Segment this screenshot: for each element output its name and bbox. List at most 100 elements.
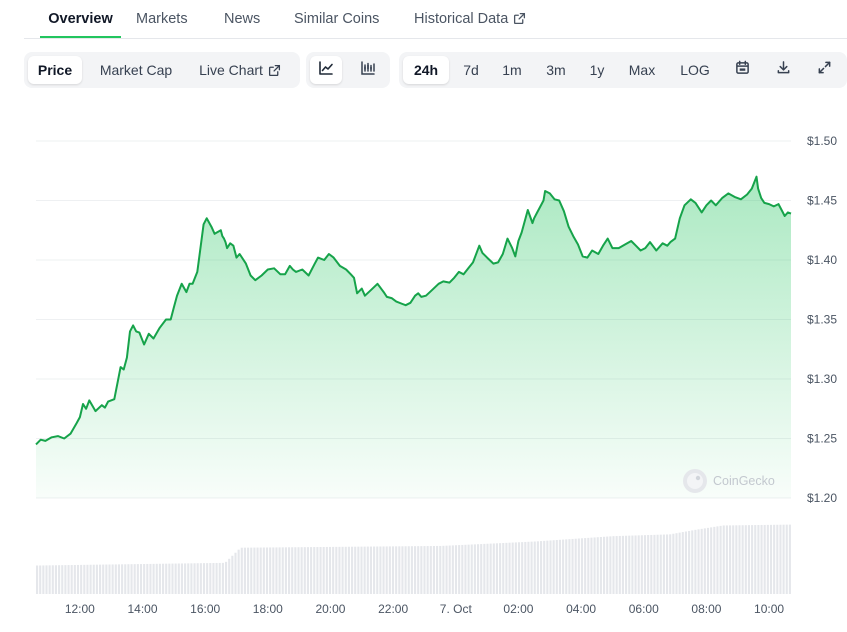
volume-bar (521, 542, 524, 594)
volume-bar (747, 525, 750, 594)
volume-bar (517, 542, 521, 594)
volume-bar (225, 561, 228, 594)
volume-bar (379, 546, 382, 594)
volume-bar (322, 546, 325, 594)
volume-bar (669, 534, 672, 594)
volume-bar (722, 525, 725, 594)
volume-bar (650, 534, 653, 594)
x-axis: 12:00 14:00 16:00 18:00 20:00 22:00 7. Oct 02:0… (65, 602, 785, 616)
price-area (35, 175, 792, 498)
price-area-fill (36, 176, 791, 498)
range-7d-button[interactable]: 7d (455, 56, 487, 84)
volume-bar (587, 537, 590, 594)
tab-markets[interactable]: Markets (136, 0, 188, 38)
volume-bar (184, 563, 187, 594)
tab-label: Markets (136, 11, 188, 27)
volume-bar (691, 530, 694, 594)
volume-bar (95, 564, 98, 594)
volume-bar (540, 541, 543, 594)
volume-bar (247, 547, 250, 594)
volume-bar (73, 564, 76, 594)
volume-bar (42, 565, 45, 594)
tab-news[interactable]: News (224, 0, 260, 38)
volume-bar (423, 546, 426, 594)
volume-bar (146, 563, 149, 594)
x-tick-label: 20:00 (315, 602, 345, 616)
tab-bar: Overview Markets News Similar Coins Hist… (24, 0, 847, 39)
volume-bar (785, 524, 788, 594)
button-label: Market Cap (99, 62, 173, 78)
volume-bar (741, 525, 744, 594)
volume-bar (574, 538, 577, 594)
volume-bar (212, 563, 215, 594)
volume-bar (325, 546, 328, 594)
volume-bar (250, 547, 253, 594)
volume-bar (130, 564, 133, 594)
volume-bar (294, 547, 297, 594)
volume-bar (631, 535, 634, 594)
volume-bar (499, 543, 502, 594)
y-tick-label: $1.20 (807, 491, 837, 505)
y-tick-label: $1.45 (807, 194, 837, 208)
volume-bar (171, 563, 174, 594)
volume-bar (461, 544, 464, 594)
range-24h-button[interactable]: 24h (403, 56, 449, 84)
volume-bar (451, 545, 454, 594)
y-tick-label: $1.35 (807, 313, 837, 327)
volume-bar (700, 528, 703, 594)
button-label: 3m (546, 62, 566, 78)
volume-bar (681, 532, 684, 594)
tab-label: Overview (48, 11, 113, 27)
download-button[interactable] (767, 56, 799, 84)
volume-bar (779, 524, 782, 594)
live-chart-button[interactable]: Live Chart (190, 56, 290, 84)
volume-bar (168, 563, 171, 594)
price-button[interactable]: Price (28, 56, 82, 84)
volume-bar (221, 562, 224, 594)
range-3m-button[interactable]: 3m (538, 56, 574, 84)
volume-bar (54, 565, 57, 594)
volume-bar (656, 534, 659, 594)
x-tick-label: 10:00 (754, 602, 784, 616)
tab-historical-data[interactable]: Historical Data (414, 0, 526, 38)
volume-bar (319, 547, 322, 594)
watermark: CoinGecko (683, 469, 775, 493)
tab-similar-coins[interactable]: Similar Coins (294, 0, 379, 38)
candlestick-chart-icon (360, 60, 376, 81)
log-scale-button[interactable]: LOG (673, 56, 717, 84)
candlestick-chart-button[interactable] (352, 56, 384, 84)
fullscreen-button[interactable] (808, 56, 840, 84)
volume-bar (530, 541, 533, 594)
volume-bar (209, 563, 212, 594)
tab-overview[interactable]: Overview (40, 0, 121, 38)
volume-bar (297, 547, 300, 594)
range-1m-button[interactable]: 1m (495, 56, 529, 84)
volume-bar (237, 549, 240, 594)
volume-bar (64, 565, 67, 594)
volume-bar (300, 547, 303, 594)
volume-bar (615, 536, 618, 594)
volume-bar (366, 546, 369, 594)
volume-bar (706, 527, 710, 594)
button-label: Price (37, 62, 73, 78)
volume-bar (606, 536, 609, 594)
volume-bar (536, 541, 539, 594)
line-chart-button[interactable] (310, 56, 342, 84)
range-1y-button[interactable]: 1y (582, 56, 612, 84)
volume-bar (738, 525, 741, 594)
button-label: 1m (502, 62, 522, 78)
volume-bar (486, 543, 489, 594)
calendar-button[interactable] (726, 56, 758, 84)
volume-bar (694, 529, 697, 594)
volume-bar (114, 564, 117, 594)
volume-bar (190, 563, 193, 594)
volume-bar (593, 537, 596, 594)
range-max-button[interactable]: Max (621, 56, 663, 84)
volume-bar (436, 545, 439, 594)
market-cap-button[interactable]: Market Cap (88, 56, 184, 84)
volume-bar (351, 546, 354, 594)
volume-bar (89, 564, 92, 594)
volume-bar (432, 546, 435, 594)
volume-bar (80, 564, 83, 594)
